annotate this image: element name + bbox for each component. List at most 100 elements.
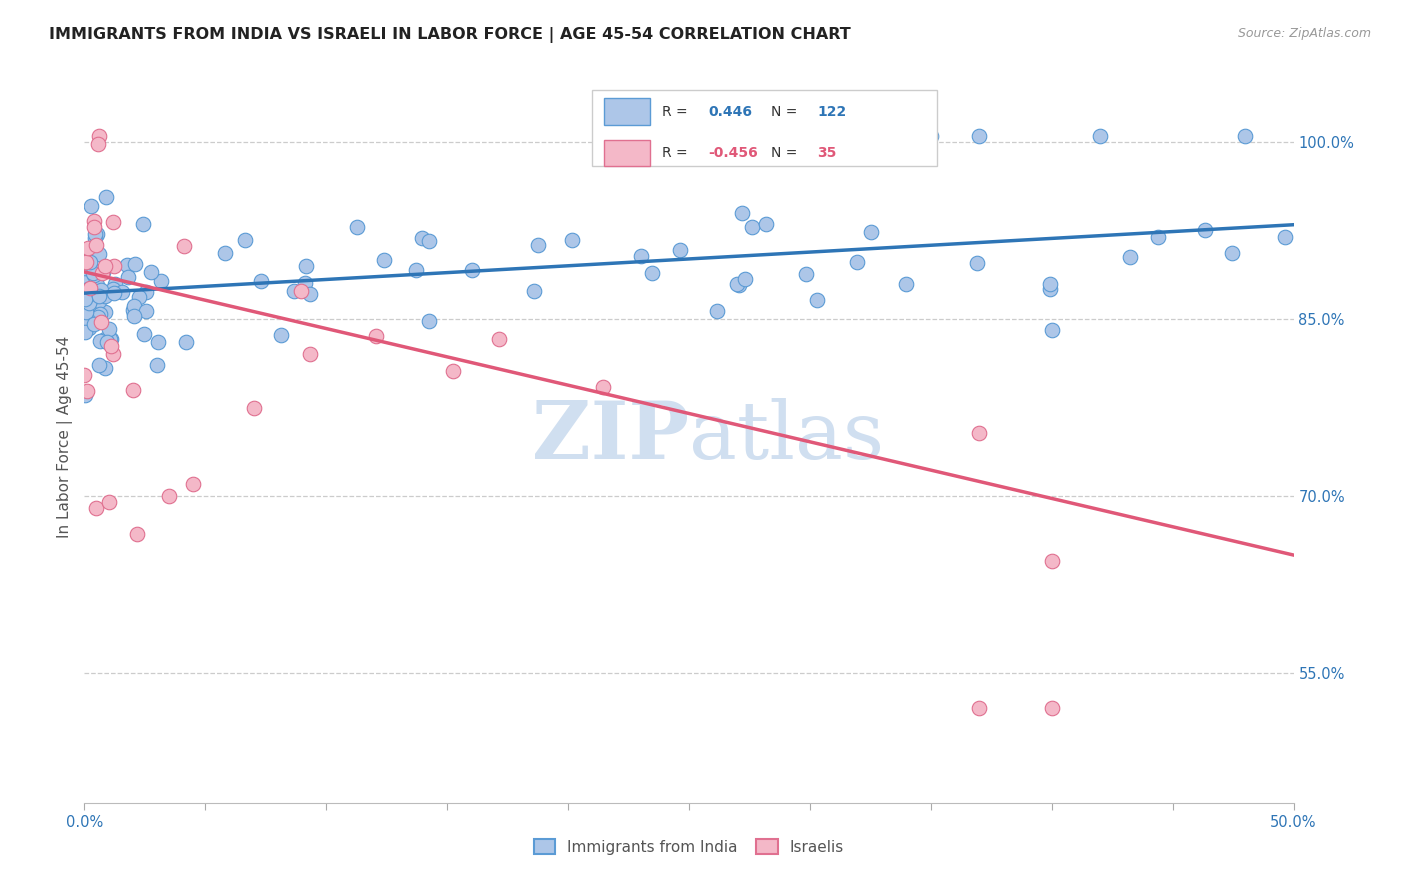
Point	[73, 260, 96, 275]
Point	[101, 282, 124, 296]
Point	[411, 231, 433, 245]
Point	[668, 243, 690, 257]
Point	[76, 384, 98, 399]
Point	[488, 332, 510, 346]
Point	[290, 284, 312, 298]
Point	[103, 277, 125, 291]
Point	[461, 263, 484, 277]
Point	[1147, 229, 1170, 244]
Point	[640, 266, 662, 280]
Point	[84, 293, 107, 308]
Point	[148, 334, 170, 349]
Text: R =: R =	[662, 146, 692, 161]
Point	[86, 277, 108, 292]
Point	[77, 314, 100, 328]
Point	[91, 264, 114, 278]
Point	[174, 334, 197, 349]
Text: R =: R =	[662, 104, 692, 119]
Text: -0.456: -0.456	[709, 146, 758, 161]
Point	[91, 265, 114, 279]
Point	[139, 264, 162, 278]
Point	[93, 305, 115, 319]
Y-axis label: In Labor Force | Age 45-54: In Labor Force | Age 45-54	[58, 336, 73, 538]
Point	[298, 287, 321, 301]
Point	[75, 326, 97, 340]
Point	[920, 129, 942, 144]
Point	[122, 299, 145, 313]
Text: IMMIGRANTS FROM INDIA VS ISRAELI IN LABOR FORCE | AGE 45-54 CORRELATION CHART: IMMIGRANTS FROM INDIA VS ISRAELI IN LABO…	[49, 27, 851, 43]
Point	[967, 701, 990, 715]
Point	[79, 293, 101, 307]
Point	[94, 289, 117, 303]
Point	[894, 277, 917, 291]
Point	[418, 234, 440, 248]
Point	[111, 285, 134, 299]
Point	[741, 220, 763, 235]
Point	[132, 327, 155, 342]
Point	[94, 260, 117, 274]
Point	[75, 255, 97, 269]
Point	[77, 321, 100, 335]
Point	[128, 290, 150, 304]
Point	[728, 278, 751, 293]
Point	[103, 347, 125, 361]
Point	[122, 302, 145, 317]
Point	[97, 322, 120, 336]
Text: 0.446: 0.446	[709, 104, 752, 119]
Point	[243, 401, 266, 415]
Point	[87, 359, 110, 373]
Point	[418, 314, 440, 328]
Point	[366, 329, 388, 343]
Point	[73, 325, 96, 339]
Point	[73, 273, 96, 287]
Point	[96, 334, 118, 349]
Text: N =: N =	[770, 146, 801, 161]
Point	[1274, 230, 1296, 244]
Point	[89, 334, 111, 348]
Point	[103, 259, 125, 273]
FancyBboxPatch shape	[605, 140, 650, 167]
Point	[77, 242, 100, 256]
Point	[84, 231, 107, 245]
Point	[298, 347, 321, 361]
Point	[250, 274, 273, 288]
Point	[77, 282, 100, 296]
Point	[103, 286, 125, 301]
Point	[1220, 245, 1243, 260]
Point	[80, 198, 103, 212]
Point	[725, 277, 748, 291]
Point	[135, 285, 157, 300]
Point	[82, 266, 104, 280]
Point	[214, 246, 236, 260]
Point	[75, 304, 97, 318]
Point	[87, 136, 110, 151]
Point	[1194, 223, 1216, 237]
Point	[295, 260, 318, 274]
Point	[84, 237, 107, 252]
Point	[346, 219, 368, 234]
Point	[89, 246, 111, 260]
Point	[77, 289, 100, 303]
Point	[1234, 129, 1257, 144]
Point	[145, 358, 167, 372]
Point	[1040, 701, 1063, 715]
Point	[731, 205, 754, 219]
FancyBboxPatch shape	[605, 98, 650, 125]
Text: ZIP: ZIP	[531, 398, 689, 476]
Point	[97, 495, 120, 509]
Point	[77, 288, 100, 302]
Point	[860, 226, 883, 240]
Point	[294, 276, 316, 290]
Point	[79, 255, 101, 269]
Point	[527, 238, 550, 252]
Point	[75, 247, 97, 261]
Point	[283, 284, 305, 298]
Point	[79, 296, 101, 310]
Point	[79, 276, 101, 290]
Point	[561, 233, 583, 247]
Point	[90, 315, 112, 329]
Point	[76, 312, 98, 326]
Point	[115, 258, 138, 272]
Point	[73, 368, 96, 382]
Point	[630, 249, 652, 263]
